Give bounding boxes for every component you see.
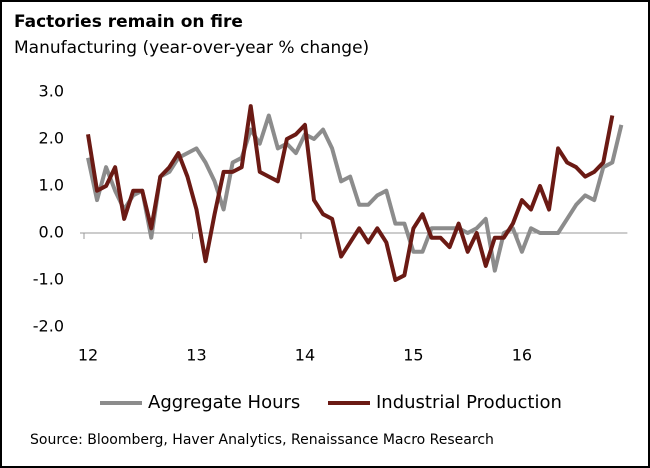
y-tick-label: 3.0: [39, 82, 64, 101]
x-tick-label: 16: [512, 346, 532, 365]
y-tick-label: 0.0: [39, 223, 64, 242]
chart-title: Factories remain on fire: [14, 12, 243, 32]
y-tick-label: 1.0: [39, 176, 64, 195]
source: Source: Bloomberg, Haver Analytics, Rena…: [30, 432, 494, 448]
series-line: [86, 104, 615, 282]
legend-label: Aggregate Hours: [148, 392, 300, 413]
x-tick-label: 12: [78, 346, 98, 365]
x-tick-label: 14: [295, 346, 315, 365]
y-tick-label: 2.0: [39, 129, 64, 148]
y-tick-label: -2.0: [33, 317, 64, 336]
x-tick-label: 13: [186, 346, 206, 365]
legend-label: Industrial Production: [376, 392, 562, 413]
x-tick-label: 15: [403, 346, 423, 365]
chart-subtitle: Manufacturing (year-over-year % change): [14, 38, 369, 58]
series-line: [86, 113, 624, 273]
y-tick-label: -1.0: [33, 270, 64, 289]
